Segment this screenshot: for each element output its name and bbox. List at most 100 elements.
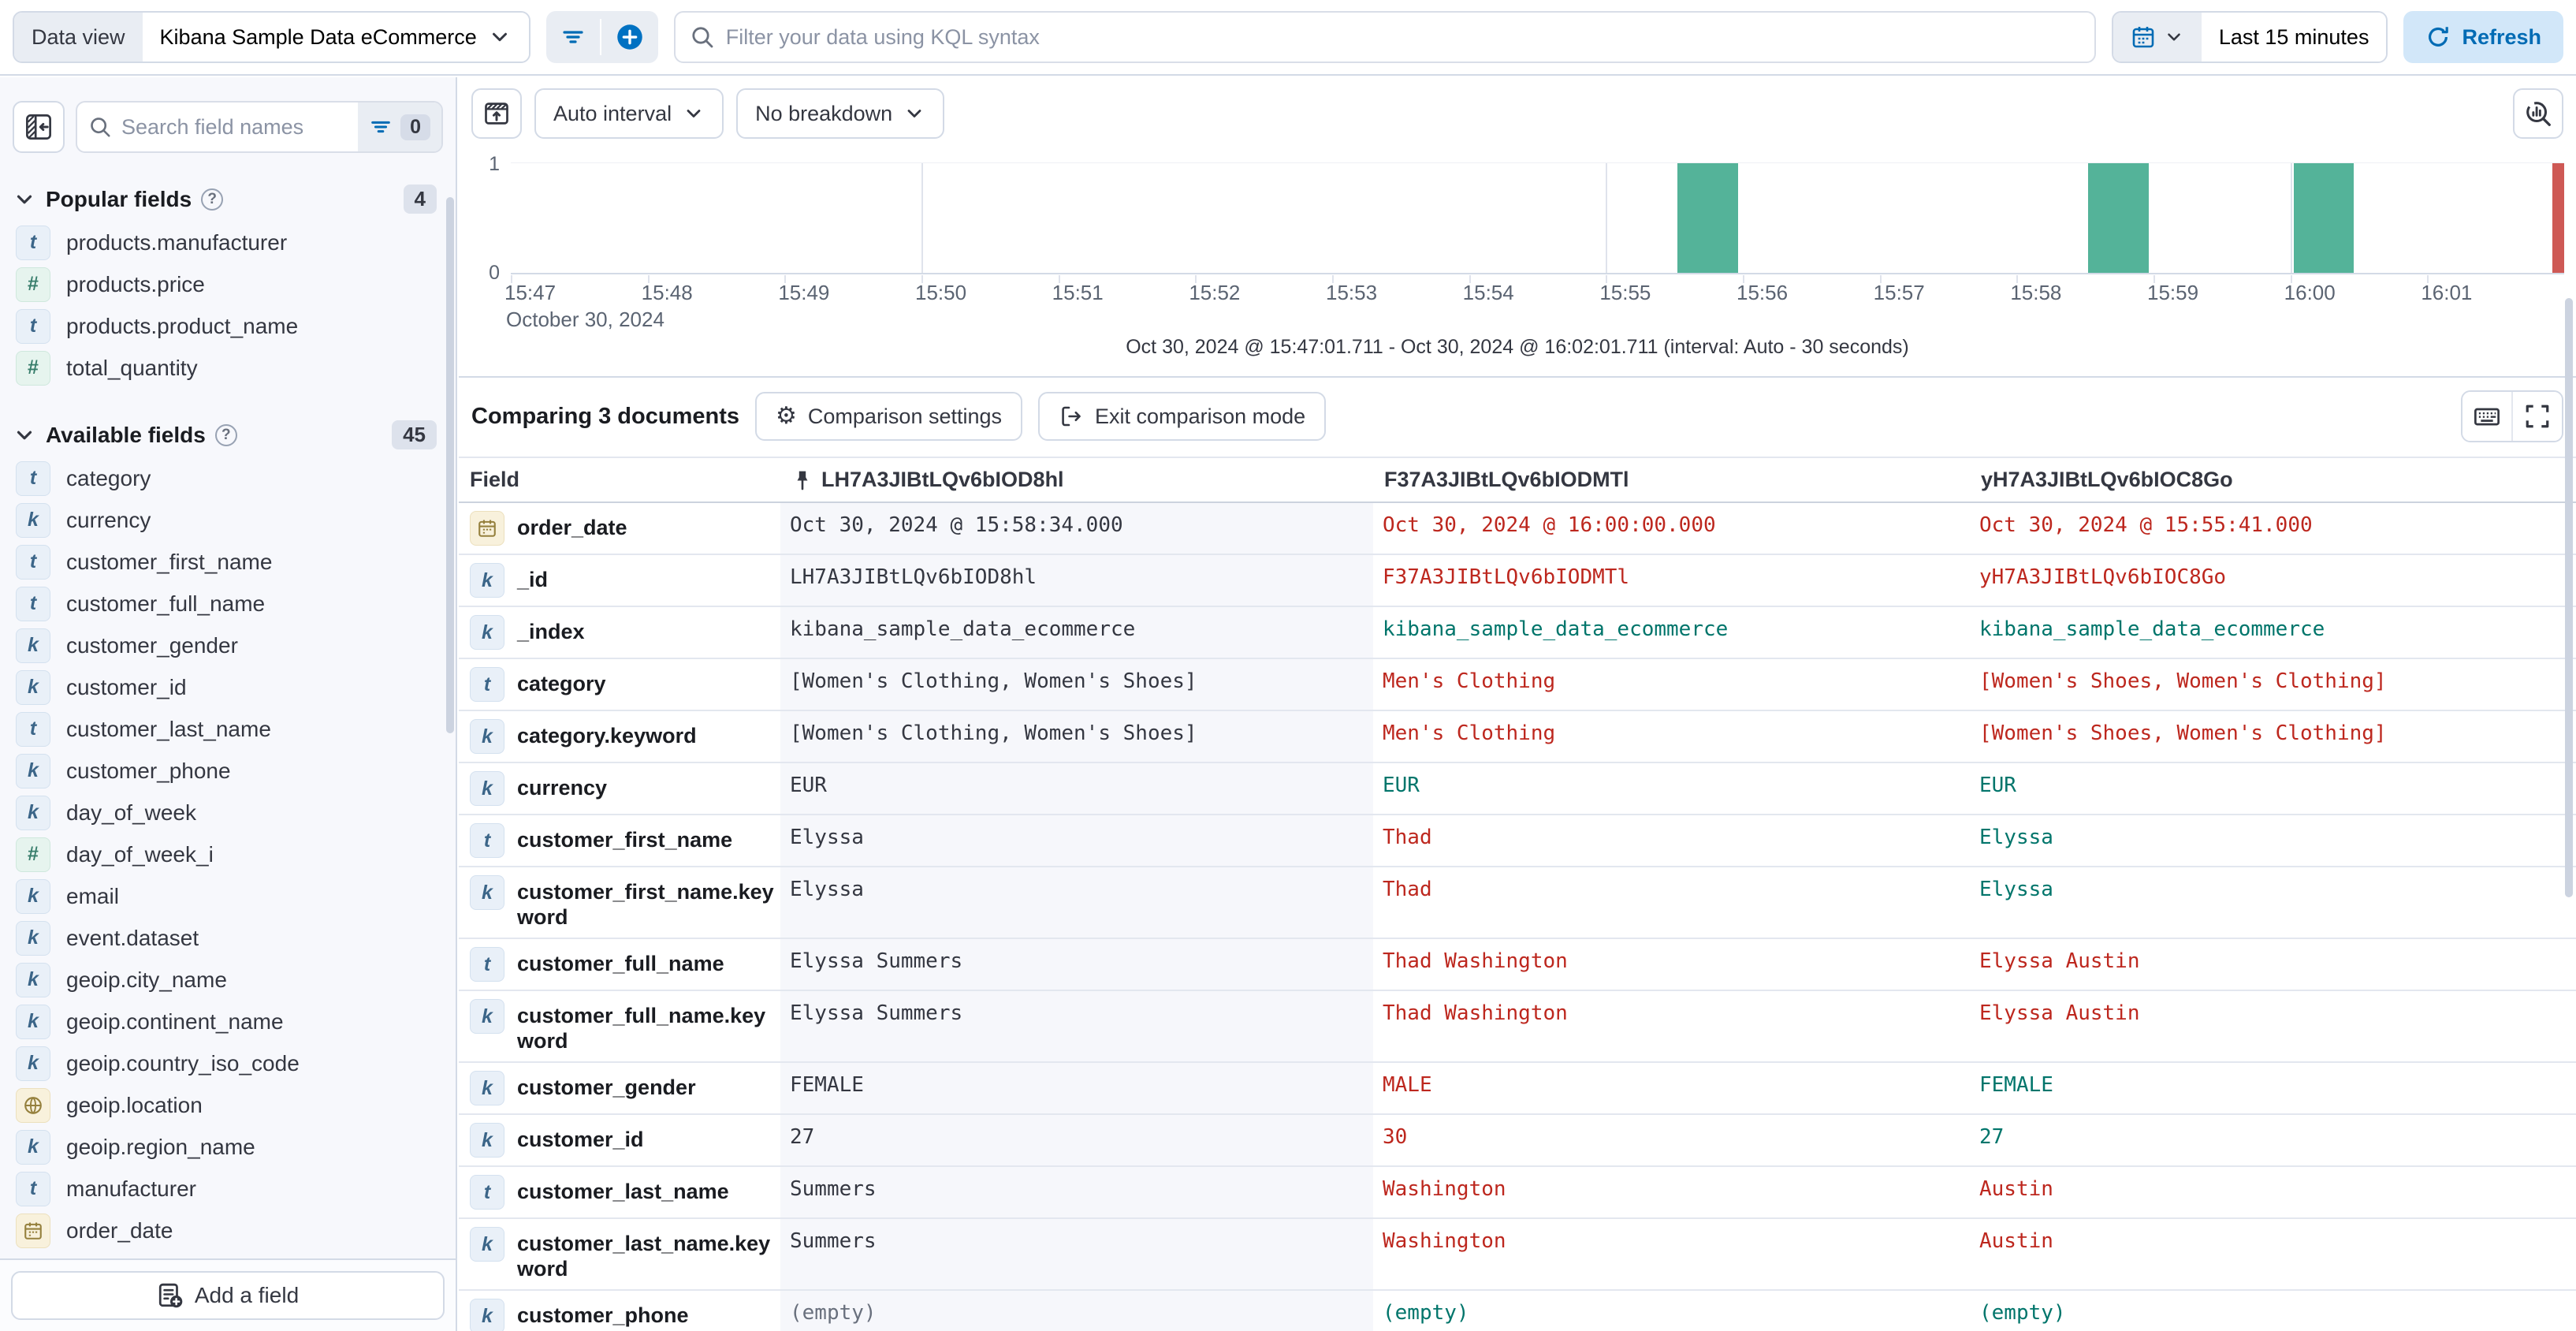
field-list-item[interactable]: k customer_gender [13, 624, 449, 666]
add-field-button[interactable]: Add a field [11, 1271, 445, 1320]
field-list-item[interactable]: t products.manufacturer [13, 222, 449, 263]
field-name-cell: k customer_id [459, 1115, 780, 1165]
keyword-token-icon: k [16, 669, 50, 705]
field-list-item[interactable]: k email [13, 875, 449, 917]
popular-fields-count: 4 [403, 185, 437, 214]
doc-value-cell: Men's Clothing [1383, 669, 1556, 693]
field-name-cell: k customer_full_name.keyword [459, 991, 780, 1061]
doc-value-cell: Austin [1979, 1229, 2053, 1253]
field-list-item[interactable]: # products.price [13, 263, 449, 305]
keyboard-shortcuts-button[interactable] [2462, 392, 2511, 441]
field-name: event.dataset [66, 925, 199, 950]
field-list-item[interactable]: geoip.location [13, 1084, 449, 1126]
x-axis-tick-label: 15:54 [1462, 281, 1514, 304]
field-list-item[interactable]: k customer_phone [13, 750, 449, 792]
field-list-item[interactable]: k geoip.continent_name [13, 1001, 449, 1042]
field-name: currency [517, 776, 608, 800]
kql-query-input[interactable] [725, 24, 2080, 50]
histogram-plot-area[interactable] [511, 162, 2564, 283]
help-icon: ? [214, 423, 237, 446]
keyword-token-icon: k [16, 1129, 50, 1165]
collapse-sidebar-button[interactable] [13, 101, 65, 153]
x-axis-labels: 15:47 15:48 15:49 15:50 15:51 15:52 15:53 15:54… [504, 281, 2564, 308]
comparison-settings-button[interactable]: ⚙ Comparison settings [755, 392, 1023, 441]
text-token-icon: t [470, 947, 504, 982]
main-scrollbar-thumb[interactable] [2565, 298, 2573, 897]
field-column-header: Field [470, 468, 520, 491]
sidebar-scrollbar-thumb[interactable] [446, 197, 454, 733]
field-list-item[interactable]: t customer_full_name [13, 583, 449, 624]
chevron-down-icon [683, 103, 705, 125]
field-list-item[interactable]: t manufacturer [13, 1168, 449, 1210]
refresh-button[interactable]: Refresh [2403, 11, 2563, 63]
doc-value-cell: Elyssa Austin [1979, 1001, 2140, 1025]
histogram-bar[interactable] [2088, 163, 2149, 273]
doc-value-cell: EUR [1383, 774, 1420, 797]
available-fields-title: Available fields [46, 422, 206, 447]
exit-comparison-label: Exit comparison mode [1095, 404, 1306, 428]
available-fields-count: 45 [392, 420, 437, 449]
field-list-item[interactable]: k customer_id [13, 666, 449, 708]
time-picker-calendar-button[interactable] [2113, 13, 2202, 62]
field-name: category.keyword [517, 724, 697, 748]
x-axis-tick [2290, 275, 2292, 283]
field-list-item[interactable]: t customer_first_name [13, 541, 449, 583]
field-filter-button[interactable]: 0 [358, 103, 441, 151]
explore-in-lens-button[interactable] [2513, 88, 2563, 139]
time-range-button[interactable]: Last 15 minutes [2201, 13, 2387, 62]
comparison-title: Comparing 3 documents [471, 403, 739, 429]
x-axis-tick-label: 15:47 [504, 281, 557, 304]
base-doc-value-cell: EUR [780, 763, 1373, 814]
text-token-icon: t [16, 544, 50, 580]
doc-value-cell: Washington [1383, 1229, 1506, 1253]
x-axis-tick [647, 275, 650, 283]
field-list-item[interactable]: k geoip.country_iso_code [13, 1042, 449, 1084]
fullscreen-button[interactable] [2513, 392, 2562, 441]
x-axis-tick-label: 15:51 [1052, 281, 1104, 304]
histogram-bar[interactable] [1677, 163, 1738, 273]
field-list-item[interactable]: k event.dataset [13, 917, 449, 959]
chevron-down-icon [2164, 27, 2184, 47]
histogram-bar[interactable] [2293, 163, 2355, 273]
field-name-cell: t customer_full_name [459, 939, 780, 990]
available-fields-header[interactable]: Available fields ? 45 [13, 409, 449, 457]
base-doc-value-cell: [Women's Clothing, Women's Shoes] [780, 659, 1373, 710]
field-list-item[interactable]: k day_of_week [13, 792, 449, 833]
field-list-item[interactable]: k currency [13, 499, 449, 541]
filter-menu-button[interactable] [546, 11, 600, 63]
field-search-input[interactable] [121, 114, 348, 140]
field-name: email [66, 883, 119, 908]
field-list-item[interactable]: order_date [13, 1210, 449, 1251]
field-list-item[interactable]: t category [13, 457, 449, 499]
field-name: geoip.country_iso_code [66, 1050, 300, 1076]
divider [599, 19, 601, 55]
field-list-item[interactable]: # day_of_week_i [13, 833, 449, 875]
field-name: currency [66, 507, 151, 532]
doc-value-cell: kibana_sample_data_ecommerce [1383, 617, 1729, 641]
exit-comparison-button[interactable]: Exit comparison mode [1038, 392, 1327, 441]
table-body: order_date Oct 30, 2024 @ 15:58:34.000 Oct… [459, 503, 2576, 1331]
doc-value-cell: FEMALE [1979, 1073, 2053, 1097]
x-axis-tick-label: 15:58 [2010, 281, 2062, 304]
base-doc-value-cell: Elyssa Summers [780, 939, 1373, 990]
field-name: customer_first_name [66, 549, 273, 574]
field-list-item[interactable]: t customer_last_name [13, 708, 449, 750]
chevron-down-icon [488, 25, 512, 49]
field-name: geoip.continent_name [66, 1009, 284, 1034]
keyboard-icon [2473, 402, 2501, 431]
data-view-button[interactable]: Kibana Sample Data eCommerce [142, 13, 529, 62]
interval-select-button[interactable]: Auto interval [534, 88, 724, 139]
breakdown-select-button[interactable]: No breakdown [736, 88, 945, 139]
field-list-item[interactable]: t products.product_name [13, 305, 449, 347]
exit-icon [1059, 404, 1084, 429]
field-name: geoip.region_name [66, 1134, 255, 1159]
add-filter-button[interactable] [601, 11, 658, 63]
field-list-item[interactable]: k geoip.region_name [13, 1126, 449, 1168]
field-list-item[interactable]: # total_quantity [13, 347, 449, 389]
keyword-token-icon: k [16, 1004, 50, 1039]
table-row: k customer_phone (empty) (empty) (empty) [459, 1291, 2576, 1331]
x-axis-tick [511, 275, 512, 283]
field-list-item[interactable]: k geoip.city_name [13, 959, 449, 1001]
hide-chart-button[interactable] [471, 88, 522, 139]
popular-fields-header[interactable]: Popular fields ? 4 [13, 173, 449, 222]
